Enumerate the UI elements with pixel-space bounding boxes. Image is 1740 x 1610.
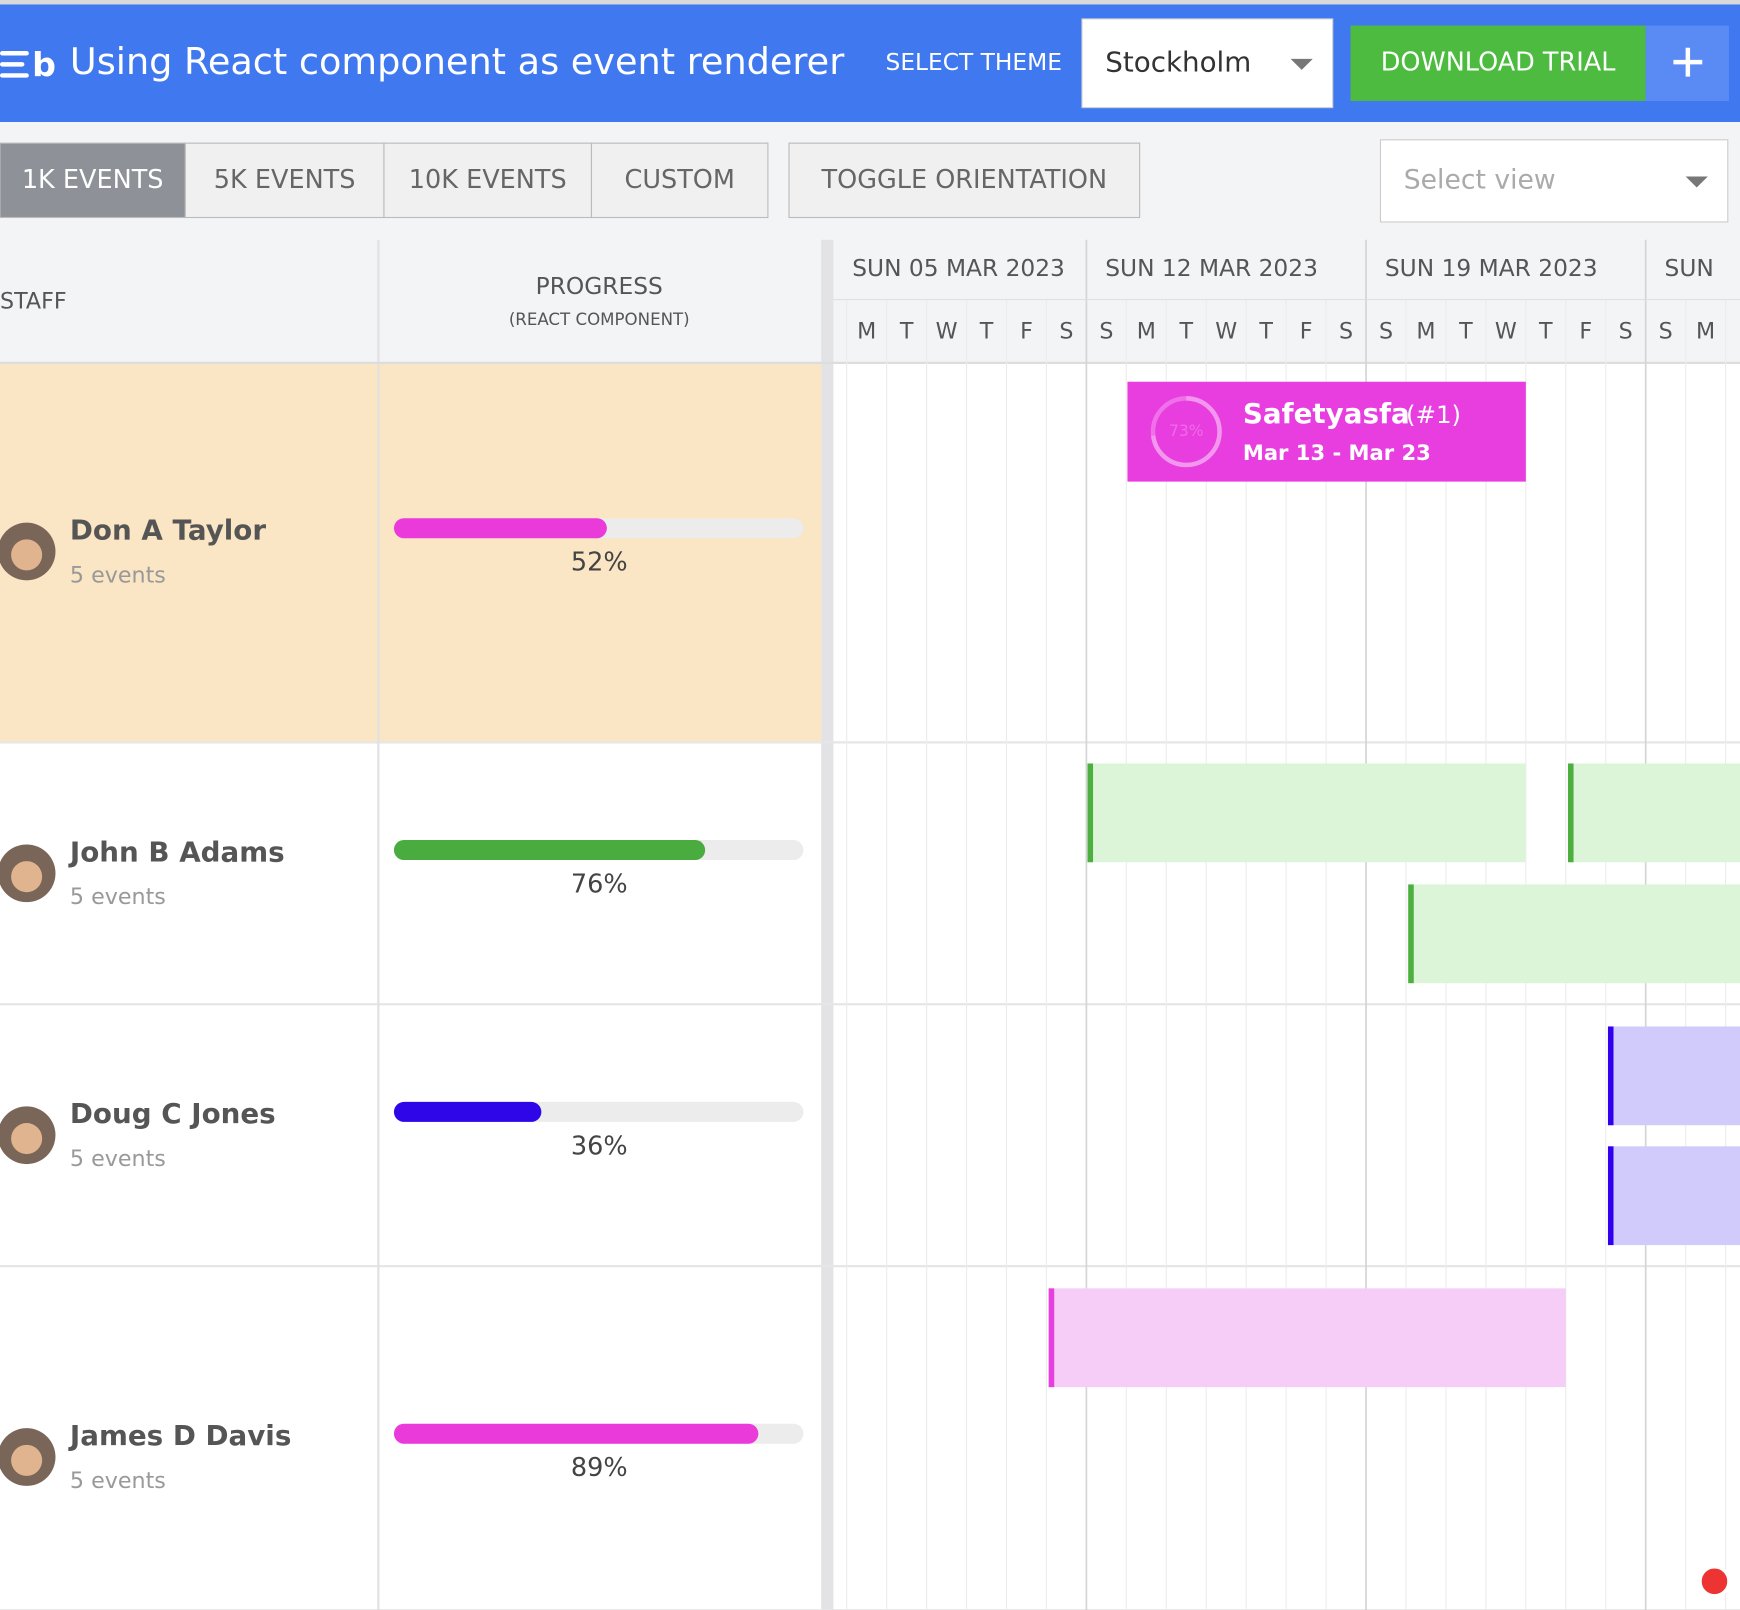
progress-label: 36% [571,1131,628,1161]
event-bar[interactable] [1408,884,1740,984]
day-label: S [1099,318,1113,344]
day-label: M [1696,318,1715,344]
preset-label: CUSTOM [625,165,735,195]
day-label: W [1215,318,1237,344]
staff-events: 5 events [70,884,166,910]
day-label: S [1059,318,1073,344]
day-label: T [1178,318,1193,344]
app-title: Using React component as event renderer [70,40,845,83]
view-select[interactable] [1379,139,1729,223]
day-label: T [1258,318,1273,344]
download-button[interactable] [1350,25,1646,101]
avatar-face [11,861,43,893]
event-bar-edge [1087,763,1094,863]
day-label: M [1137,318,1156,344]
progress-fill [393,1101,542,1122]
progress-header: PROGRESS [536,273,663,300]
day-label: S [1619,318,1633,344]
day-label: S [1659,318,1673,344]
event-bar-edge [1607,1026,1614,1126]
svg-text:b: b [32,45,56,84]
progress-fill [393,518,607,539]
week-label: SUN 12 MAR 2023 [1105,255,1318,282]
event-bar[interactable] [1607,1026,1740,1126]
day-label: M [857,318,876,344]
progress-label: 76% [571,870,628,900]
staff-events: 5 events [70,1468,166,1494]
event-ring [1150,396,1222,468]
event-bar[interactable] [1568,763,1740,863]
event-bar-edge [1048,1288,1055,1388]
day-label: W [1495,318,1517,344]
progress-label: 52% [571,548,628,578]
avatar-face [11,1123,43,1155]
progress-label: 89% [571,1453,628,1483]
week-label: SUN 05 MAR 2023 [852,255,1065,282]
preset-button[interactable] [590,142,769,219]
day-label: F [1579,318,1592,344]
progress-subheader: (REACT COMPONENT) [509,310,690,329]
staff-name: James D Davis [68,1419,291,1452]
week-label: SUN 19 MAR 2023 [1385,255,1598,282]
event-bar-edge [1607,1146,1614,1246]
download-label: DOWNLOAD TRIAL [1381,47,1616,77]
preset-label: 1K EVENTS [22,165,164,195]
event-bar-edge [1408,884,1414,984]
avatar-face [11,539,43,571]
day-label: S [1339,318,1353,344]
staff-header: STAFF [0,288,67,314]
staff-name: Don A Taylor [70,514,266,547]
day-label: T [1538,318,1553,344]
staff-events: 5 events [70,562,166,588]
toggle-orientation[interactable] [788,142,1141,219]
event-bar-edge [1568,763,1574,863]
day-label: S [1379,318,1393,344]
day-label: F [1300,318,1313,344]
staff-name: John B Adams [68,835,285,868]
progress-fill [393,840,706,861]
event-bar[interactable] [1087,763,1526,863]
preset-button[interactable] [0,142,186,219]
theme-label: SELECT THEME [886,49,1062,76]
toggle-label: TOGGLE ORIENTATION [821,165,1108,195]
week-label: SUN [1665,255,1714,282]
row-highlight [0,363,822,743]
staff-events: 5 events [70,1146,166,1172]
event-name: Safetyasfa [1243,397,1410,430]
event-bar[interactable] [1048,1288,1566,1388]
preset-label: 5K EVENTS [214,165,356,195]
theme-select[interactable] [1081,18,1334,109]
day-label: F [1020,318,1033,344]
day-label: W [936,318,958,344]
avatar-face [11,1444,43,1476]
theme-value: Stockholm [1105,45,1251,78]
preset-label: 10K EVENTS [409,165,567,195]
day-label: T [1458,318,1473,344]
staff-name: Doug C Jones [70,1097,276,1130]
record-button[interactable] [1698,1565,1731,1598]
event-bar[interactable] [1607,1146,1740,1246]
day-label: T [899,318,914,344]
progress-fill [393,1423,759,1444]
preset-button[interactable] [184,142,385,219]
day-label: T [979,318,994,344]
event-dates: Mar 13 - Mar 23 [1243,440,1431,465]
view-placeholder: Select view [1404,164,1556,195]
event-id: (#1) [1406,400,1461,429]
day-label: M [1416,318,1435,344]
event-percent: 73% [1169,422,1204,440]
